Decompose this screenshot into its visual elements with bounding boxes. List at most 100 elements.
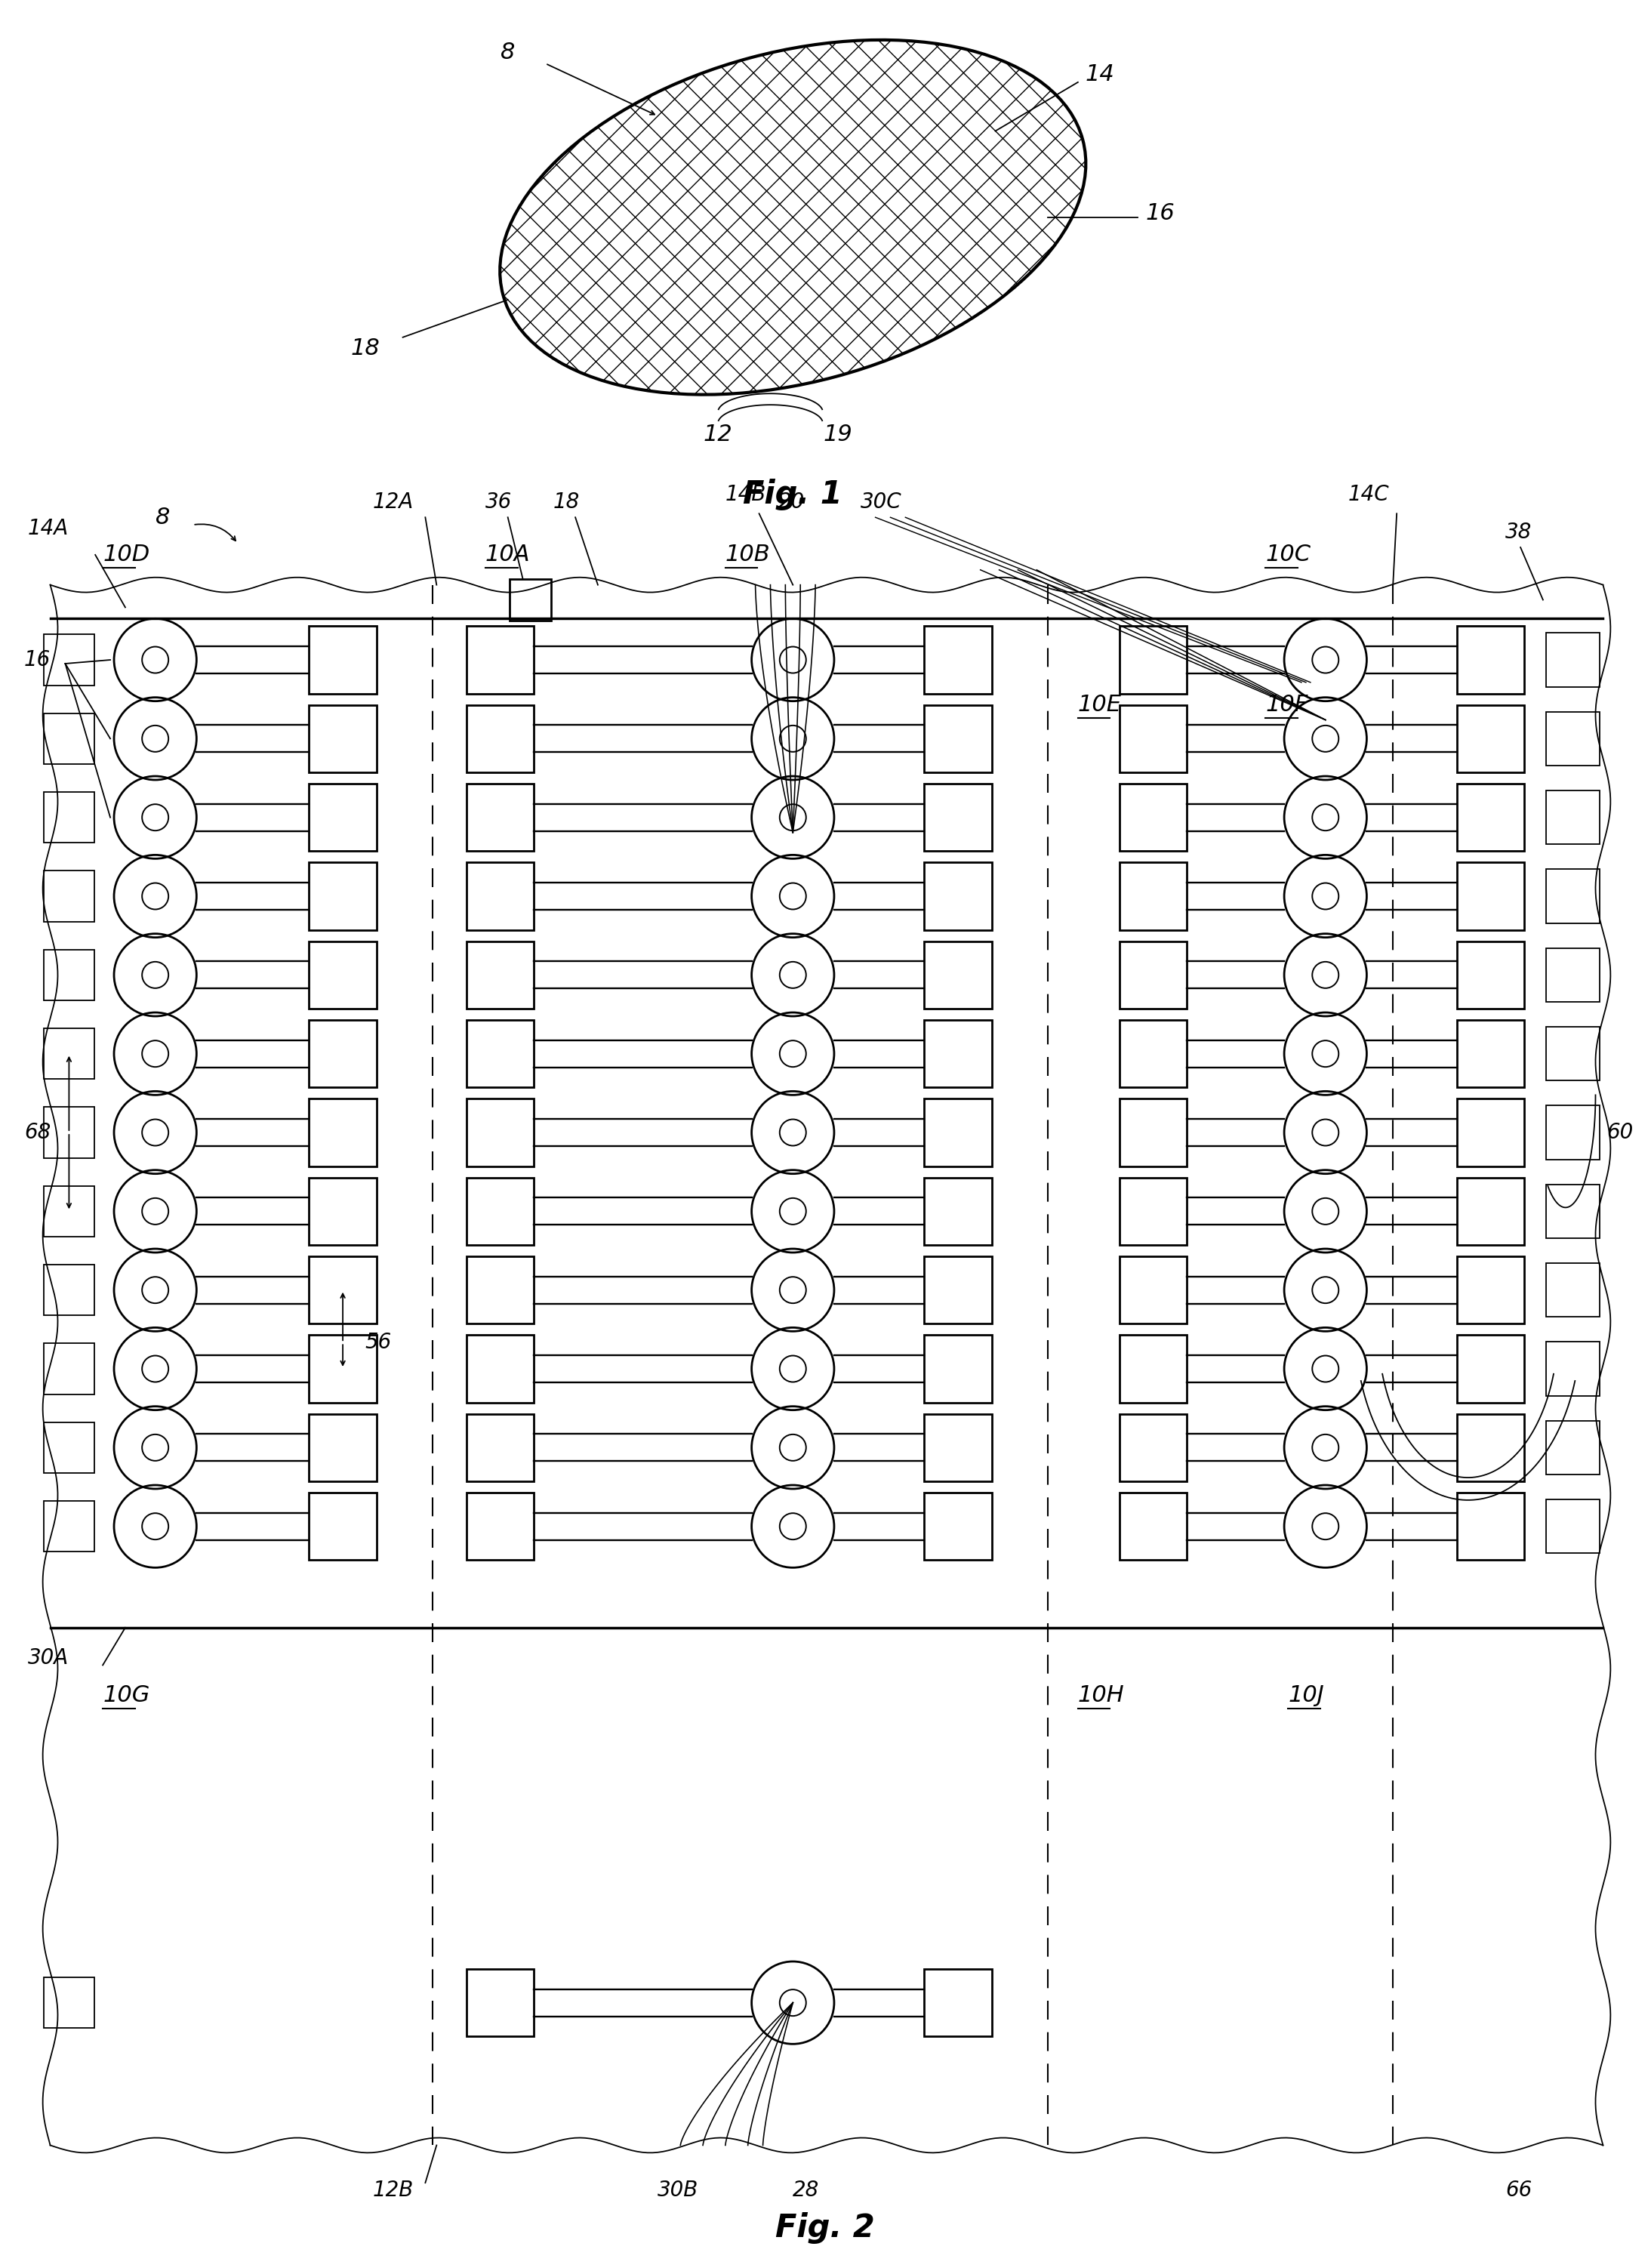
Text: 10G: 10G	[102, 1685, 150, 1706]
Bar	[1545, 792, 1600, 844]
Bar	[509, 578, 551, 621]
Bar	[309, 785, 376, 850]
Bar	[467, 862, 533, 930]
Bar	[467, 1969, 533, 2037]
Bar	[1456, 785, 1524, 850]
Bar	[467, 1413, 533, 1481]
Bar	[467, 1492, 533, 1560]
Bar	[1456, 1336, 1524, 1402]
Bar	[467, 785, 533, 850]
Text: 12B: 12B	[373, 2180, 414, 2200]
Text: 14B: 14B	[725, 485, 766, 506]
Bar	[1545, 1420, 1600, 1474]
Bar	[1456, 626, 1524, 694]
Bar	[1119, 1177, 1187, 1245]
Bar	[43, 1978, 94, 2028]
Bar	[467, 705, 533, 773]
Bar	[1119, 785, 1187, 850]
Text: 56: 56	[365, 1331, 391, 1354]
Bar	[1119, 862, 1187, 930]
Bar	[1456, 705, 1524, 773]
Bar	[467, 1021, 533, 1086]
Bar	[309, 705, 376, 773]
Bar	[43, 1027, 94, 1080]
Bar	[43, 635, 94, 685]
Bar	[1545, 948, 1600, 1002]
Bar	[925, 1413, 992, 1481]
Text: 12A: 12A	[373, 492, 414, 513]
Bar	[309, 626, 376, 694]
Bar	[1545, 1184, 1600, 1238]
Bar	[309, 1336, 376, 1402]
Bar	[43, 792, 94, 844]
Bar	[1456, 941, 1524, 1009]
Bar	[43, 1422, 94, 1472]
Bar	[467, 1336, 533, 1402]
Bar	[43, 1107, 94, 1159]
Bar	[925, 1177, 992, 1245]
Bar	[925, 785, 992, 850]
Bar	[467, 941, 533, 1009]
Bar	[309, 1098, 376, 1166]
Text: 14C: 14C	[1347, 485, 1388, 506]
Bar	[43, 1343, 94, 1395]
Bar	[1456, 1177, 1524, 1245]
Bar	[1545, 633, 1600, 687]
Bar	[925, 1256, 992, 1325]
Bar	[309, 1413, 376, 1481]
Bar	[43, 714, 94, 764]
Bar	[467, 1177, 533, 1245]
Text: 10C: 10C	[1265, 544, 1311, 565]
Bar	[43, 871, 94, 921]
Text: 10A: 10A	[485, 544, 530, 565]
Bar	[1456, 1021, 1524, 1086]
Bar	[309, 1177, 376, 1245]
Bar	[43, 1266, 94, 1315]
Bar	[1456, 1098, 1524, 1166]
Bar	[467, 1256, 533, 1325]
Text: 30B: 30B	[657, 2180, 698, 2200]
Bar	[1119, 1492, 1187, 1560]
Text: Fig. 1: Fig. 1	[743, 479, 842, 510]
Bar	[1545, 1499, 1600, 1554]
Text: 10H: 10H	[1078, 1685, 1124, 1706]
Bar	[925, 626, 992, 694]
Bar	[925, 1098, 992, 1166]
Text: 10E: 10E	[1078, 694, 1121, 717]
Text: 8: 8	[155, 506, 170, 528]
Text: 30C: 30C	[860, 492, 901, 513]
Text: 18: 18	[553, 492, 580, 513]
Text: Fig. 2: Fig. 2	[776, 2211, 875, 2243]
Text: 12: 12	[703, 424, 731, 447]
Bar	[1119, 1413, 1187, 1481]
Bar	[309, 941, 376, 1009]
Text: 38: 38	[1506, 522, 1532, 542]
Bar	[43, 1186, 94, 1236]
Text: 10J: 10J	[1288, 1685, 1324, 1706]
Bar	[309, 1256, 376, 1325]
Bar	[1119, 941, 1187, 1009]
Bar	[925, 1021, 992, 1086]
Bar	[1119, 1021, 1187, 1086]
Bar	[1545, 869, 1600, 923]
Text: 10B: 10B	[725, 544, 771, 565]
Bar	[309, 862, 376, 930]
Bar	[925, 862, 992, 930]
Bar	[467, 626, 533, 694]
Bar	[1456, 862, 1524, 930]
Bar	[1456, 1413, 1524, 1481]
Text: 18: 18	[350, 338, 380, 361]
Bar	[1119, 1256, 1187, 1325]
Bar	[1456, 1256, 1524, 1325]
Bar	[1119, 626, 1187, 694]
Bar	[1119, 1098, 1187, 1166]
Bar	[925, 705, 992, 773]
Bar	[925, 1969, 992, 2037]
Bar	[1545, 1263, 1600, 1318]
Text: 10D: 10D	[102, 544, 150, 565]
Text: 8: 8	[500, 41, 515, 64]
Bar	[1545, 1027, 1600, 1082]
Bar	[43, 950, 94, 1000]
Text: 16: 16	[1146, 202, 1174, 225]
Text: 19: 19	[822, 424, 852, 447]
